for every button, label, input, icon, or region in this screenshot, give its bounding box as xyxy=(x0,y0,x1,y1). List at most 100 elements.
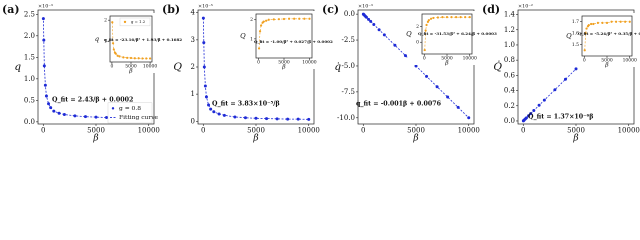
scale-label: ×10⁻⁵ xyxy=(198,4,213,10)
y-axis-label: Q xyxy=(173,61,182,73)
x-axis-label: β xyxy=(444,61,449,67)
x-axis-label: β xyxy=(92,134,98,144)
y-axis-label: Q xyxy=(240,32,246,40)
data-point xyxy=(403,54,407,58)
data-point xyxy=(298,17,301,20)
x-tick-label: 5000 xyxy=(441,56,453,62)
data-point xyxy=(382,33,386,37)
data-point xyxy=(267,18,270,21)
y-tick-label: 1 xyxy=(191,90,195,98)
x-axis-label: β xyxy=(572,134,578,144)
data-point xyxy=(432,16,435,20)
data-point xyxy=(435,85,439,89)
data-point xyxy=(308,17,311,20)
x-tick-label: 10000 xyxy=(298,126,320,134)
y-axis-label: q̇ xyxy=(334,60,341,73)
y-tick-label: 1.5 xyxy=(572,42,579,48)
data-point xyxy=(307,117,311,121)
x-axis-label: β xyxy=(281,65,286,71)
data-point xyxy=(111,42,115,45)
data-point xyxy=(277,18,281,21)
data-point xyxy=(423,48,426,52)
data-point xyxy=(459,16,462,19)
y-tick-label: 0.4 xyxy=(504,87,516,95)
data-point xyxy=(414,64,418,68)
data-point xyxy=(202,65,206,69)
y-tick-label: 1.0 xyxy=(504,41,515,49)
data-point xyxy=(456,105,460,109)
y-tick-label: 2.5 xyxy=(24,10,35,18)
y-tick-label: -10.0 xyxy=(337,114,355,122)
data-point xyxy=(445,16,449,19)
x-tick-label: 0 xyxy=(423,56,426,62)
x-axis-label: β xyxy=(412,134,418,144)
data-point xyxy=(265,19,268,22)
data-point xyxy=(584,32,587,35)
data-point xyxy=(286,117,290,121)
data-point xyxy=(454,16,458,19)
panel-label: (b) xyxy=(162,3,180,16)
y-axis-label: Q xyxy=(566,32,572,40)
y-tick-label: 1.4 xyxy=(504,11,516,19)
y-axis-label: q xyxy=(14,61,21,73)
data-point xyxy=(243,116,247,120)
data-point xyxy=(296,117,300,121)
data-point xyxy=(441,16,444,19)
scale-label: ×10⁻³ xyxy=(358,4,373,10)
data-point xyxy=(133,57,136,60)
data-point xyxy=(425,74,429,78)
data-point xyxy=(529,112,533,116)
data-point xyxy=(73,114,77,118)
data-point xyxy=(624,20,627,23)
y-tick-label: 1.2 xyxy=(504,26,515,34)
data-point xyxy=(62,113,66,117)
data-point xyxy=(202,41,206,45)
data-point xyxy=(393,43,397,47)
data-point xyxy=(203,84,207,88)
x-tick-label: 0 xyxy=(201,126,205,134)
scale-label: ×10⁻³ xyxy=(38,4,53,10)
data-point xyxy=(207,103,211,107)
data-point xyxy=(272,18,275,21)
data-point xyxy=(563,77,567,81)
y-tick-label: 3 xyxy=(191,36,195,44)
data-point xyxy=(605,21,609,24)
series-line xyxy=(202,18,309,120)
x-tick-label: 10000 xyxy=(618,126,640,134)
fit-annotation: Q_fit = -1.00/β² + 0.027/β + 0.0002 xyxy=(254,39,333,44)
x-tick-label: 0 xyxy=(257,60,260,66)
x-tick-label: 5000 xyxy=(407,126,425,134)
x-axis-label: β xyxy=(128,69,133,75)
x-tick-label: 0 xyxy=(361,126,365,134)
x-tick-label: 10000 xyxy=(302,60,316,66)
data-point xyxy=(122,56,125,59)
data-point xyxy=(126,56,129,59)
y-tick-label: 2 xyxy=(416,24,419,30)
panel-label: (a) xyxy=(2,3,20,16)
data-point xyxy=(601,21,604,24)
data-point xyxy=(585,27,588,30)
data-point xyxy=(254,116,258,120)
panel-label: (c) xyxy=(322,3,339,16)
data-point xyxy=(424,29,427,32)
data-point xyxy=(148,57,152,60)
x-tick-label: 0 xyxy=(583,58,586,64)
inset-background xyxy=(408,11,475,65)
x-tick-label: 5000 xyxy=(125,64,137,70)
x-tick-label: 0 xyxy=(41,126,45,134)
data-point xyxy=(209,107,213,111)
x-tick-label: 10000 xyxy=(143,64,157,70)
y-tick-label: -2.5 xyxy=(342,36,356,44)
y-tick-label: 0.2 xyxy=(504,102,515,110)
data-point xyxy=(537,103,541,107)
x-tick-label: 10000 xyxy=(458,126,480,134)
series-line xyxy=(111,22,151,59)
data-point xyxy=(589,22,593,26)
y-tick-label: 1 xyxy=(104,39,107,45)
data-point xyxy=(105,116,109,120)
data-point xyxy=(553,88,557,92)
x-tick-label: 5000 xyxy=(278,60,290,66)
data-point xyxy=(112,48,115,51)
data-point xyxy=(367,17,371,21)
data-point xyxy=(265,117,269,121)
